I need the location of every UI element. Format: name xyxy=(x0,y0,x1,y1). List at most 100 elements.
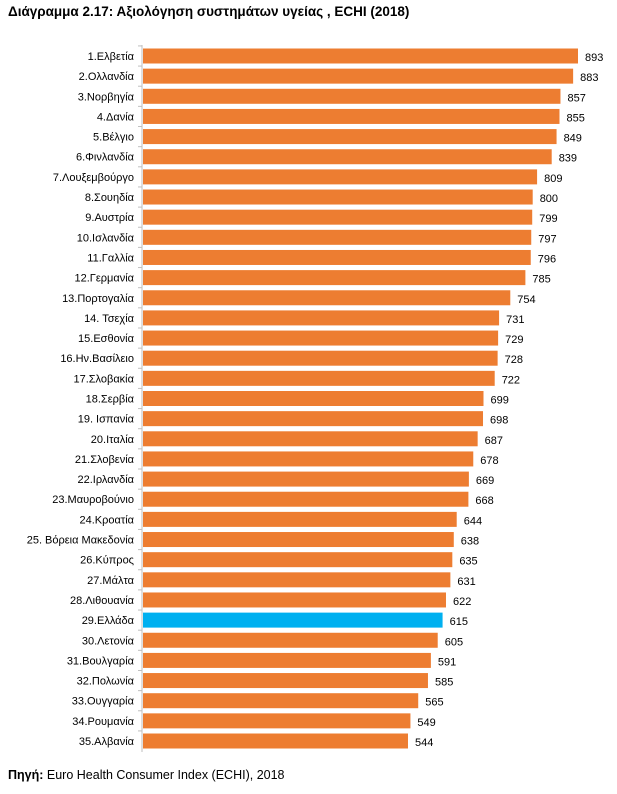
category-label: 31.Βουλγαρία xyxy=(67,655,135,667)
bar xyxy=(143,129,557,145)
bar xyxy=(143,108,560,124)
category-label: 23.Μαυροβούνιο xyxy=(52,494,134,506)
category-label: 33.Ουγγαρία xyxy=(72,696,135,708)
data-label: 729 xyxy=(505,334,523,346)
category-label: 8.Σουηδία xyxy=(85,192,135,204)
data-label: 615 xyxy=(450,616,468,628)
bar xyxy=(143,68,574,84)
source-text: Euro Health Consumer Index (ECHI), 2018 xyxy=(43,768,285,782)
data-label: 883 xyxy=(580,72,598,84)
category-label: 21.Σλοβενία xyxy=(75,454,135,466)
bar xyxy=(143,511,457,527)
category-label: 10.Ισλανδία xyxy=(77,232,135,244)
source-label: Πηγή: xyxy=(8,768,44,782)
bar xyxy=(143,491,469,507)
bar xyxy=(143,310,500,326)
category-label: 25. Βόρεια Μακεδονία xyxy=(27,535,135,547)
data-label: 687 xyxy=(485,435,503,447)
data-label: 698 xyxy=(490,415,508,427)
category-label: 1.Ελβετία xyxy=(88,51,135,63)
data-label: 669 xyxy=(476,475,494,487)
data-label: 722 xyxy=(502,374,520,386)
category-label: 30.Λετονία xyxy=(82,635,135,647)
bar xyxy=(143,330,499,346)
data-label: 585 xyxy=(435,677,453,689)
category-label: 16.Ην.Βασίλειο xyxy=(60,353,134,365)
data-label: 809 xyxy=(544,173,562,185)
data-label: 544 xyxy=(415,737,433,749)
category-label: 29.Ελλάδα xyxy=(82,615,135,627)
data-label: 668 xyxy=(475,495,493,507)
bar xyxy=(143,350,498,366)
category-label: 27.Μάλτα xyxy=(87,575,135,587)
bar xyxy=(143,189,533,205)
category-label: 26.Κύπρος xyxy=(80,555,134,567)
data-label: 678 xyxy=(480,455,498,467)
bar xyxy=(143,370,495,386)
category-label: 6.Φινλανδία xyxy=(76,152,135,164)
data-label: 799 xyxy=(539,213,557,225)
category-label: 13.Πορτογαλία xyxy=(62,293,135,305)
source-note: Πηγή: Euro Health Consumer Index (ECHI),… xyxy=(8,768,285,782)
category-label: 17.Σλοβακία xyxy=(73,373,134,385)
bar xyxy=(143,552,453,568)
data-label: 644 xyxy=(464,515,482,527)
data-label: 754 xyxy=(517,294,535,306)
data-label: 893 xyxy=(585,52,603,64)
data-label: 728 xyxy=(505,354,523,366)
bar xyxy=(143,632,438,648)
bar xyxy=(143,209,533,225)
data-label: 699 xyxy=(490,395,508,407)
bar xyxy=(143,88,561,104)
bar xyxy=(143,149,552,165)
data-label: 638 xyxy=(461,536,479,548)
data-label: 796 xyxy=(538,253,556,265)
data-label: 855 xyxy=(566,112,584,124)
data-label: 635 xyxy=(459,556,477,568)
bar xyxy=(143,652,431,668)
bar xyxy=(143,249,531,265)
category-label: 2.Ολλανδία xyxy=(79,71,135,83)
data-label: 797 xyxy=(538,233,556,245)
data-label: 849 xyxy=(564,133,582,145)
category-label: 14. Τσεχία xyxy=(84,313,135,325)
category-label: 22.Ιρλανδία xyxy=(77,474,134,486)
category-label: 20.Ιταλία xyxy=(91,434,135,446)
bar xyxy=(143,612,443,628)
bar xyxy=(143,471,469,487)
bar xyxy=(143,451,474,467)
category-label: 32.Πολωνία xyxy=(77,676,135,688)
category-label: 9.Αυστρία xyxy=(85,212,134,224)
bar xyxy=(143,431,478,447)
bar xyxy=(143,733,408,749)
category-label: 18.Σερβία xyxy=(86,394,135,406)
category-label: 3.Νορβηγία xyxy=(78,91,135,103)
category-label: 7.Λουξεμβούργο xyxy=(53,172,134,184)
bar xyxy=(143,229,532,245)
data-label: 605 xyxy=(445,636,463,648)
bar-chart: 1.Ελβετία 893 2.Ολλανδία 883 3.Νορβηγία 857 4.… xyxy=(27,45,603,752)
bar xyxy=(143,592,446,608)
category-label: 24.Κροατία xyxy=(79,514,134,526)
data-label: 622 xyxy=(453,596,471,608)
bar xyxy=(143,532,454,548)
category-label: 15.Εσθονία xyxy=(78,333,135,345)
bar xyxy=(143,572,451,588)
bar xyxy=(143,290,511,306)
chart-title: Διάγραμμα 2.17: Αξιολόγηση συστημάτων υγ… xyxy=(8,4,410,19)
data-label: 731 xyxy=(506,314,524,326)
data-label: 785 xyxy=(532,274,550,286)
data-label: 800 xyxy=(540,193,558,205)
bar xyxy=(143,673,428,689)
category-label: 5.Βέλγιο xyxy=(93,132,134,144)
category-label: 19. Ισπανία xyxy=(78,414,135,426)
category-label: 35.Αλβανία xyxy=(79,736,135,748)
bar xyxy=(143,693,419,709)
category-label: 28.Λιθουανία xyxy=(70,595,135,607)
data-label: 839 xyxy=(559,153,577,165)
category-label: 12.Γερμανία xyxy=(74,273,134,285)
category-label: 34.Ρουμανία xyxy=(72,716,134,728)
data-label: 565 xyxy=(425,697,443,709)
bar xyxy=(143,169,538,185)
category-label: 11.Γαλλία xyxy=(87,252,134,264)
